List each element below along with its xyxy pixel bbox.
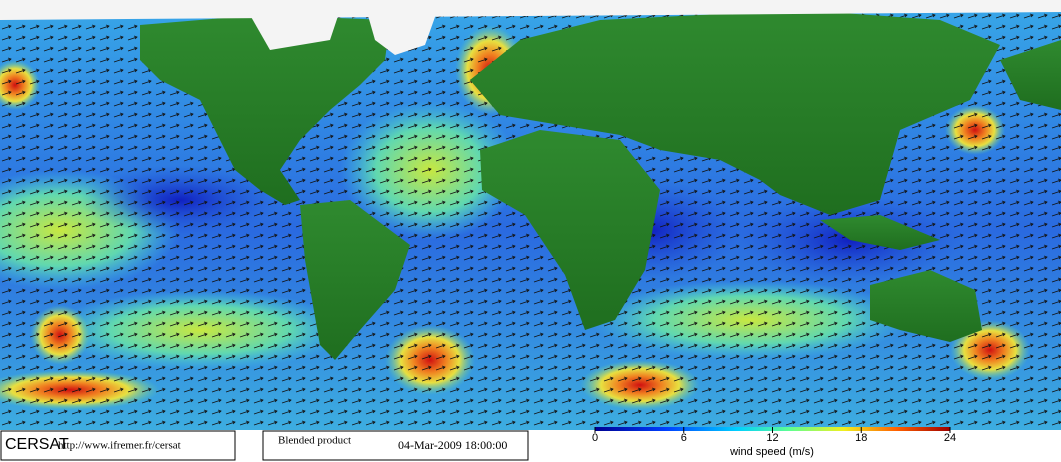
colorbar-tick-label: 24 [944,432,956,444]
product: Blended product [278,435,351,447]
continents [140,10,1061,360]
date: 04-Mar-2009 18:00:00 [398,438,507,452]
logo: CERSAT [5,436,69,453]
colorbar-tick-label: 6 [681,432,687,444]
product-box [262,430,529,461]
colorbar-tick-label: 12 [766,432,778,444]
url: http://www.ifremer.fr/cersat [58,440,181,452]
colorbar-tick-label: 18 [855,432,867,444]
credit-box [0,430,236,461]
colorbar: 0 6 12 18 24 [592,427,956,444]
ice [0,0,1061,55]
colorbar-tick-label: 0 [592,432,598,444]
colorbar-label: wind speed (m/s) [729,446,814,458]
